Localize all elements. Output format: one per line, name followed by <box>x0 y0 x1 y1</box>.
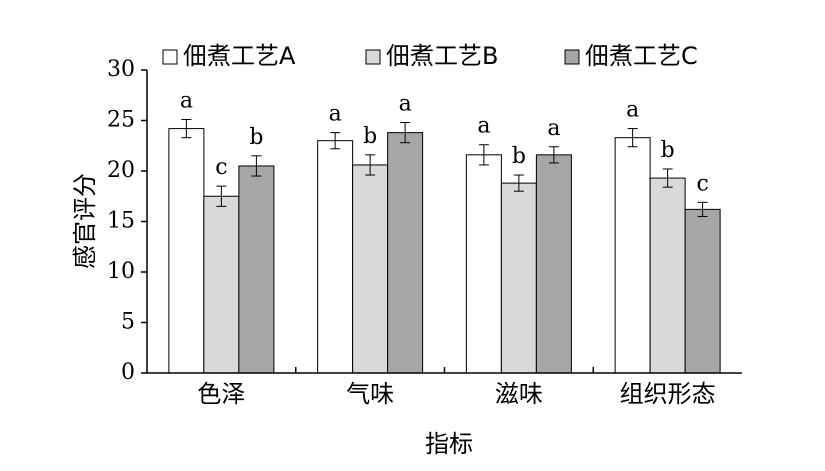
significance-letter: c <box>696 171 708 196</box>
significance-letter: a <box>399 92 412 117</box>
bar <box>352 164 389 374</box>
x-tick-label: 色泽 <box>197 380 245 408</box>
significance-letter: b <box>363 124 377 149</box>
x-tick-label: 组织形态 <box>620 380 716 408</box>
y-tick-label: 25 <box>107 108 135 133</box>
bar <box>168 128 205 374</box>
significance-letter: a <box>329 102 342 127</box>
x-tick-label: 滋味 <box>495 380 543 408</box>
legend-swatch <box>365 49 381 65</box>
legend-swatch <box>564 49 580 65</box>
bar <box>465 154 502 374</box>
x-axis-title: 指标 <box>425 430 473 458</box>
significance-letter: b <box>661 138 675 163</box>
y-tick-label: 5 <box>121 310 135 335</box>
y-tick-label: 10 <box>107 259 135 284</box>
bar <box>500 182 537 374</box>
x-tick-label: 气味 <box>346 380 394 408</box>
significance-letter: c <box>215 155 227 180</box>
axes: 0 5 10 15 20 25 30 色泽 气味 滋味 组织形态 <box>107 57 742 408</box>
significance-letter: b <box>249 125 263 150</box>
significance-letter: b <box>512 144 526 169</box>
bar <box>684 208 721 374</box>
legend-swatch <box>162 49 178 65</box>
y-axis-title: 感官评分 <box>71 173 99 269</box>
bar <box>614 137 651 374</box>
y-tick-label: 0 <box>121 360 135 385</box>
significance-letter: a <box>477 114 490 139</box>
significance-letter: a <box>180 88 193 113</box>
legend: 佃煮工艺A 佃煮工艺B 佃煮工艺C <box>162 42 698 70</box>
y-tick-label: 15 <box>107 209 135 234</box>
bar <box>203 195 240 374</box>
legend-label: 佃煮工艺B <box>386 42 498 70</box>
bar <box>387 132 424 374</box>
legend-label: 佃煮工艺C <box>585 42 698 70</box>
bar <box>535 154 572 374</box>
significance-letter: a <box>547 116 560 141</box>
bar <box>238 165 275 374</box>
legend-label: 佃煮工艺A <box>183 42 296 70</box>
y-tick-label: 30 <box>107 57 135 82</box>
bar <box>317 140 354 374</box>
bar <box>649 177 686 374</box>
y-tick-label: 20 <box>107 158 135 183</box>
significance-letter: a <box>626 98 639 123</box>
